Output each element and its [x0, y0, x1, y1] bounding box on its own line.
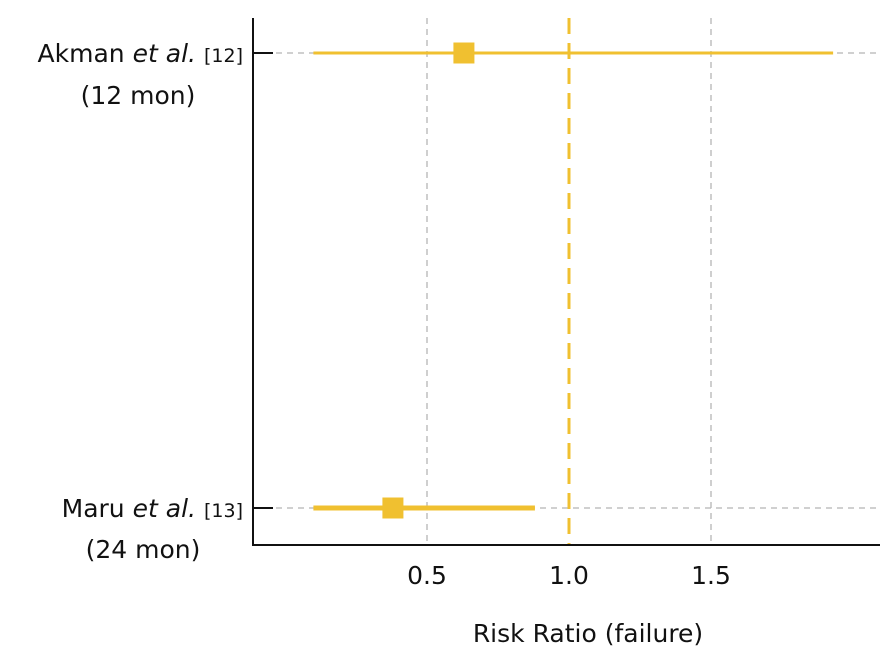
study-1-etal: et al. [133, 39, 196, 68]
x-tick-labels: 0.5 1.0 1.5 [407, 561, 731, 590]
x-tick-label-2: 1.0 [549, 561, 589, 590]
row-guidelines [276, 52, 878, 509]
study-2-name: Maru [62, 494, 125, 523]
study-1-ref: [12] [204, 45, 243, 67]
study-subtitle-2: (24 mon) [86, 535, 201, 564]
study-subtitle-1: (12 mon) [81, 81, 196, 110]
x-tick-label-3: 1.5 [691, 561, 731, 590]
study-2-ref: [13] [204, 500, 243, 522]
study-1-name: Akman [38, 39, 125, 68]
x-tick-label-1: 0.5 [407, 561, 447, 590]
study-2-etal: et al. [133, 494, 196, 523]
x-axis-title: Risk Ratio (failure) [473, 619, 703, 648]
estimate-marker-study-2 [382, 497, 404, 519]
study-label-2: Maru et al. [13] [62, 494, 243, 523]
point-estimates [382, 42, 475, 519]
confidence-intervals [313, 51, 834, 511]
estimate-marker-study-1 [453, 42, 475, 64]
study-label-1: Akman et al. [12] [38, 39, 243, 68]
